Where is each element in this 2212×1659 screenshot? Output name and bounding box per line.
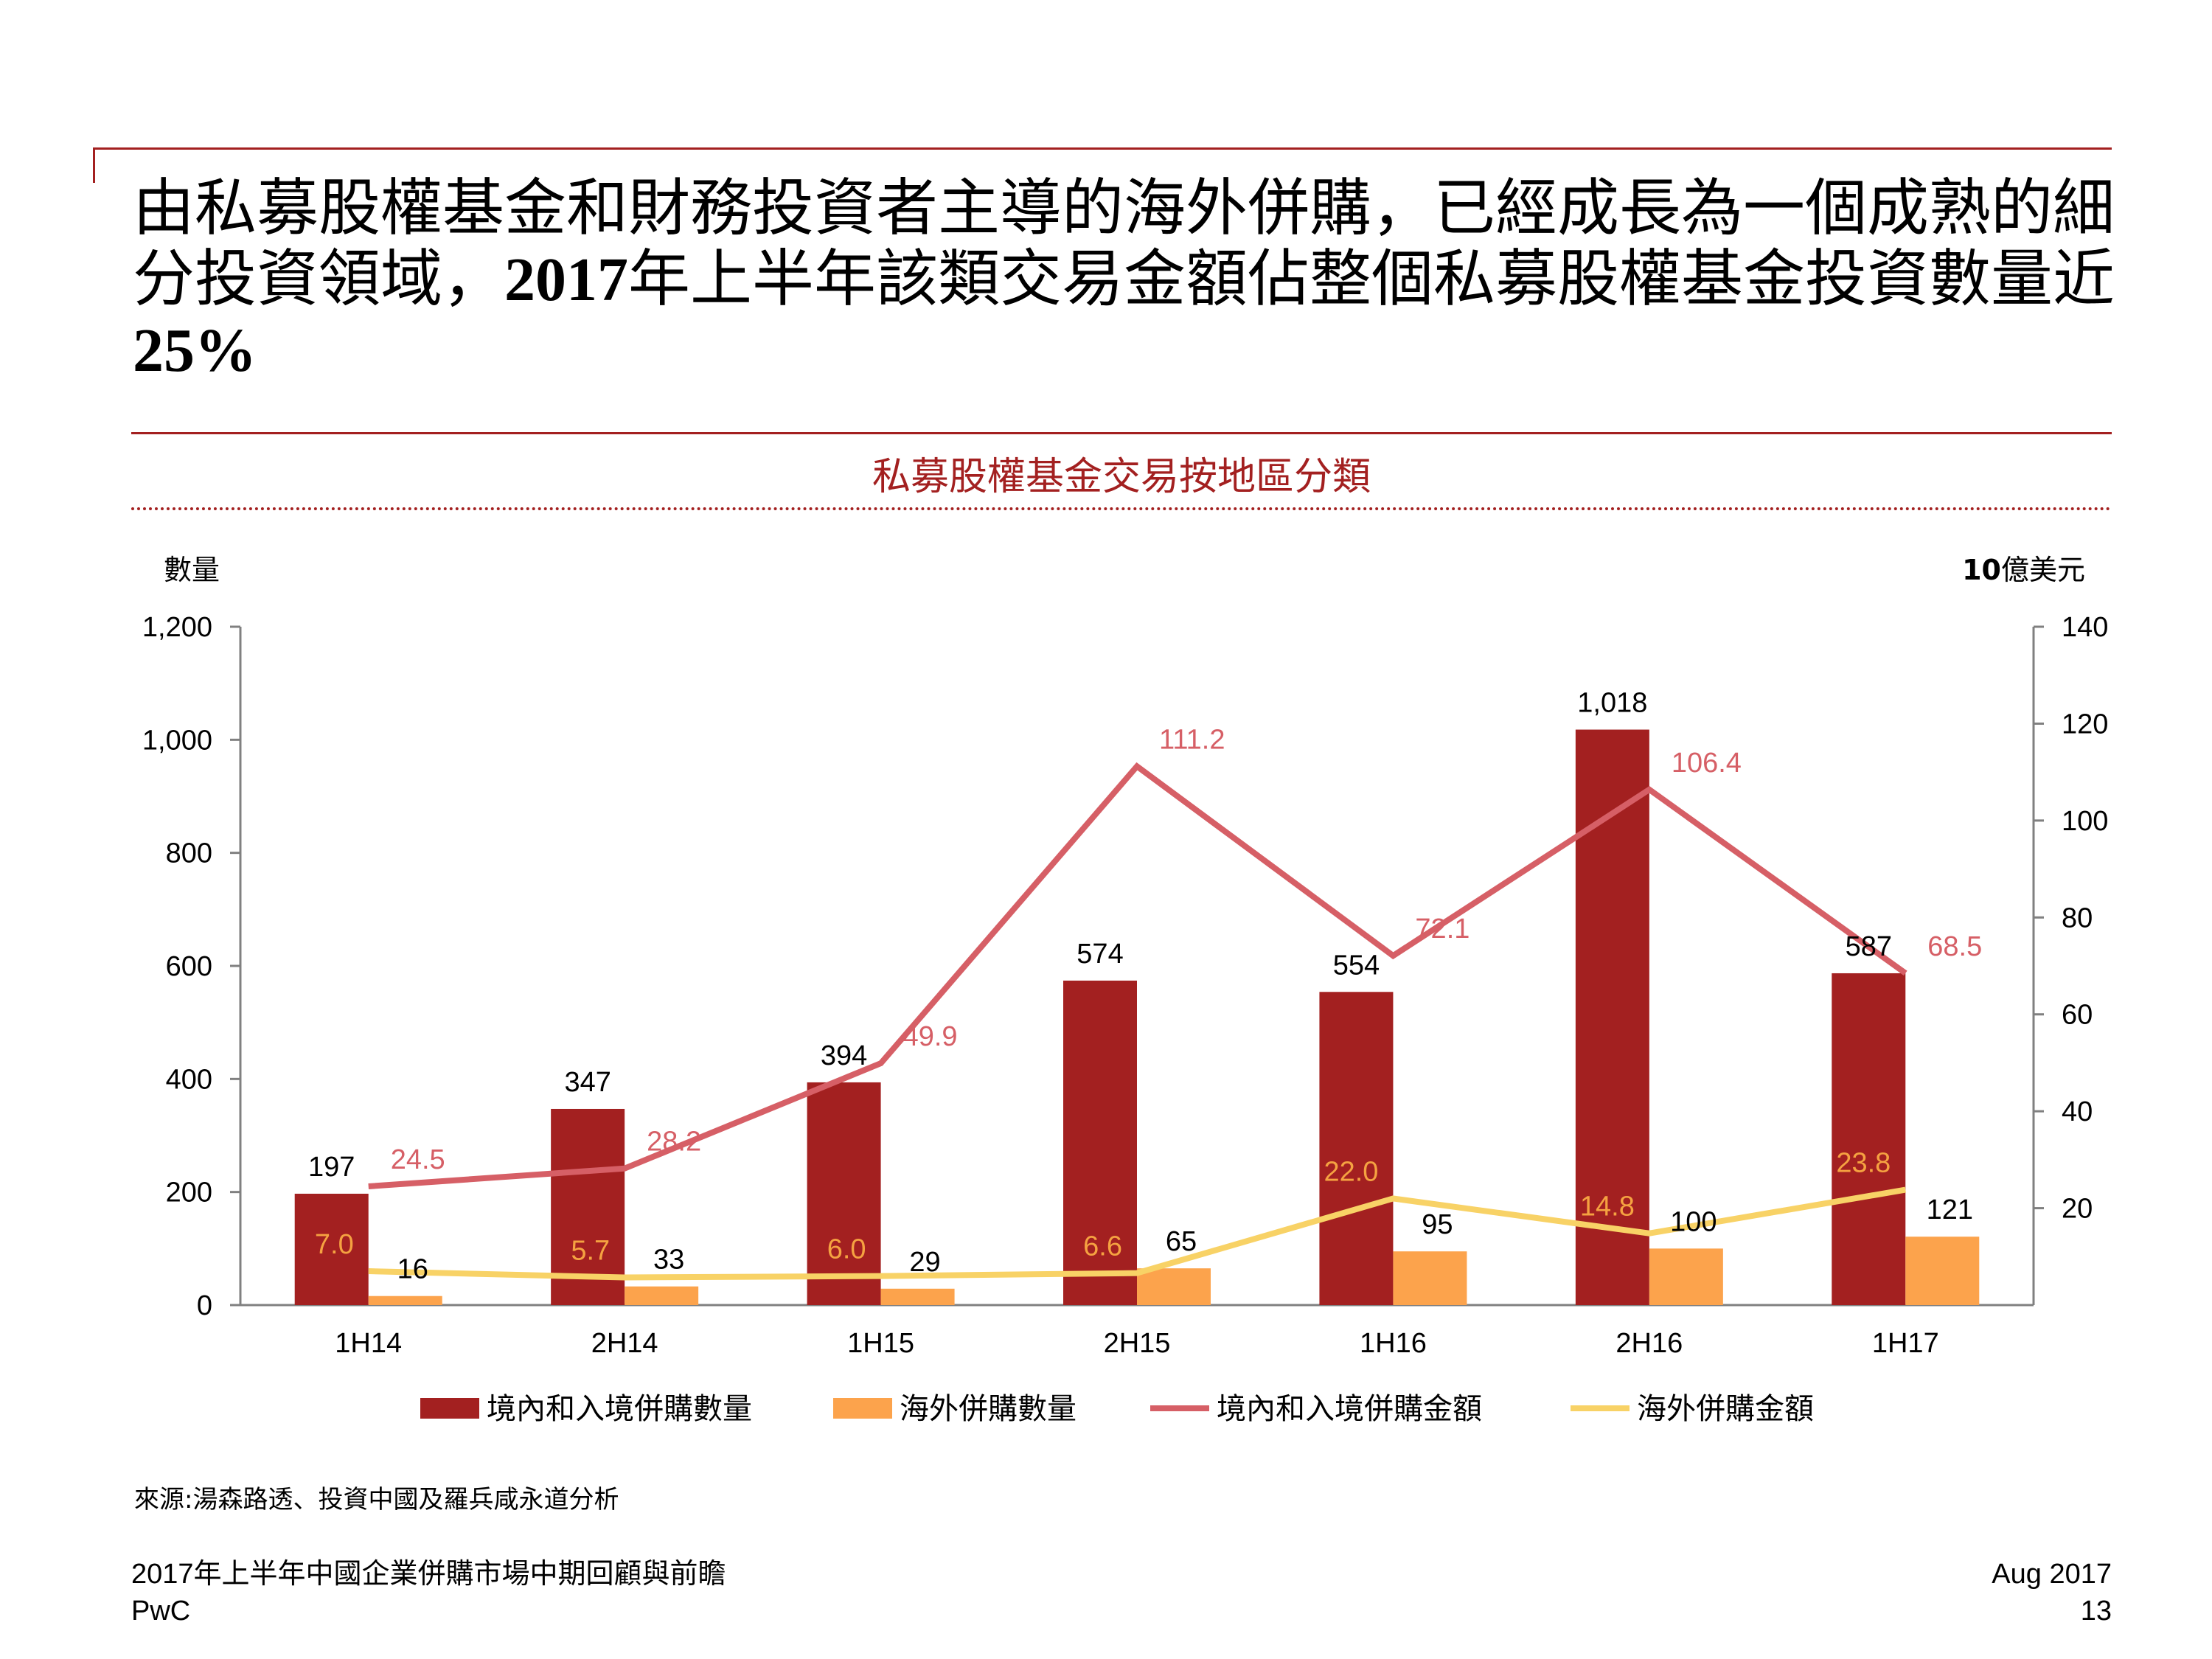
right-axis-title: 10億美元 [1962,554,2085,586]
bar-label-domestic-count: 394 [821,1040,867,1071]
bar-overseas-count [1649,1248,1723,1305]
right-axis-tick-label: 100 [2062,806,2108,837]
footer-left: 2017年上半年中國企業併購市場中期回顧與前瞻 PwC [131,1556,726,1630]
left-axis-title: 數量 [164,554,220,586]
bar-label-domestic-count: 574 [1077,939,1123,970]
x-axis-category-label: 1H15 [847,1328,914,1359]
line-label-overseas-value: 6.6 [1083,1231,1122,1262]
chart-title: 私募股權基金交易按地區分類 [872,455,1371,499]
bar-overseas-count [625,1286,699,1305]
left-axis-tick-label: 200 [166,1178,212,1208]
right-axis-tick-label: 60 [2062,1000,2093,1031]
line-label-overseas-value: 23.8 [1836,1148,1891,1179]
bar-overseas-count [880,1288,955,1305]
x-axis-category-label: 1H17 [1872,1328,1939,1359]
footer-right: Aug 2017 13 [1992,1556,2112,1630]
line-label-domestic-value: 28.2 [647,1127,701,1158]
left-axis-tick-label: 0 [197,1290,212,1321]
bar-label-overseas-count: 121 [1927,1194,1973,1225]
bar-domestic-count [807,1082,881,1305]
bar-domestic-count [551,1108,625,1305]
x-axis-category-label: 1H14 [335,1328,402,1359]
line-overseas-value [368,1186,1906,1281]
right-axis-tick-label: 80 [2062,902,2093,933]
headline-part2: 年上半年該類交易金額佔整個私募股權基金投資數量近 [628,246,2115,314]
line-label-overseas-value: 7.0 [315,1229,354,1260]
bar-domestic-count [1575,729,1649,1305]
bar-label-overseas-count: 65 [1166,1226,1197,1257]
left-axis-tick-label: 600 [166,951,212,982]
top-border-tick [93,147,95,183]
line-label-domestic-value: 49.9 [903,1021,958,1052]
legend-label: 境內和入境併購金額 [1217,1392,1482,1426]
bar-domestic-count [1319,992,1394,1305]
left-axis-tick-label: 800 [166,838,212,869]
right-axis-tick-label: 40 [2062,1096,2093,1127]
line-label-domestic-value: 72.1 [1415,914,1470,945]
footer-page-number: 13 [2080,1596,2112,1627]
bar-overseas-count [1905,1237,1980,1305]
bar-label-overseas-count: 33 [653,1245,684,1276]
bar-label-domestic-count: 197 [308,1152,355,1183]
legend-label: 境內和入境併購數量 [487,1392,752,1426]
bar-label-overseas-count: 95 [1422,1209,1453,1240]
bar-label-overseas-count: 100 [1670,1206,1717,1237]
legend-swatch [420,1398,479,1419]
line-domestic-value [368,762,1907,1189]
line-label-domestic-value: 24.5 [391,1144,445,1175]
line-label-domestic-value: 111.2 [1159,724,1225,755]
bar-overseas-count [1137,1268,1211,1305]
bar-domestic-count [1063,980,1137,1305]
bar-label-domestic-count: 347 [564,1067,611,1098]
bar-label-domestic-count: 554 [1333,950,1380,981]
slide-headline: 由私募股權基金和財務投資者主導的海外併購，已經成長為一個成熟的細分投資領域，20… [133,174,2124,386]
source-note: 來源:湯森路透、投資中國及羅兵咸永道分析 [134,1485,619,1514]
bar-domestic-count [1832,973,1906,1305]
line-label-overseas-value: 22.0 [1324,1156,1378,1187]
bar-label-overseas-count: 29 [909,1247,940,1278]
right-axis-tick-label: 140 [2062,612,2108,643]
bar-overseas-count [368,1295,442,1305]
line-label-domestic-value: 106.4 [1672,748,1742,779]
bar-label-domestic-count: 1,018 [1577,688,1647,719]
headline-year: 2017 [504,246,629,314]
legend-label: 海外併購數量 [900,1392,1077,1426]
left-axis-tick-label: 1,000 [142,725,212,756]
right-axis-tick-label: 120 [2062,709,2108,740]
chart-title-rule [131,432,2112,434]
bar-overseas-count [1393,1251,1467,1305]
top-border-rule [93,147,2112,150]
headline-percent: 25% [133,316,257,385]
left-axis-tick-label: 400 [166,1064,212,1095]
footer-date: Aug 2017 [1992,1559,2112,1590]
line-label-overseas-value: 6.0 [827,1234,866,1265]
line-label-overseas-value: 14.8 [1580,1192,1635,1222]
x-axis-category-label: 1H16 [1360,1328,1427,1359]
legend-label: 海外併購金額 [1637,1392,1814,1426]
footer-report-title: 2017年上半年中國企業併購市場中期回顧與前瞻 [131,1559,726,1590]
x-axis-category-label: 2H14 [591,1328,658,1359]
line-label-domestic-value: 68.5 [1927,931,1982,962]
legend-swatch [833,1398,892,1419]
bar-domestic-count [294,1193,369,1305]
bar-label-domestic-count: 587 [1846,931,1892,962]
footer-company: PwC [131,1596,191,1627]
x-axis-category-label: 2H15 [1104,1328,1171,1359]
right-axis-tick-label: 20 [2062,1194,2093,1225]
line-label-overseas-value: 5.7 [571,1236,610,1267]
bar-label-overseas-count: 16 [397,1254,428,1285]
left-axis-tick-label: 1,200 [142,612,212,643]
headline-part1: 由私募股權基金和財務投資者主導的海外併購，已經成長為一個成熟的細分投資領域， [133,175,2115,314]
chart-title-dotted-rule [131,507,2112,510]
x-axis-category-label: 2H16 [1615,1328,1683,1359]
